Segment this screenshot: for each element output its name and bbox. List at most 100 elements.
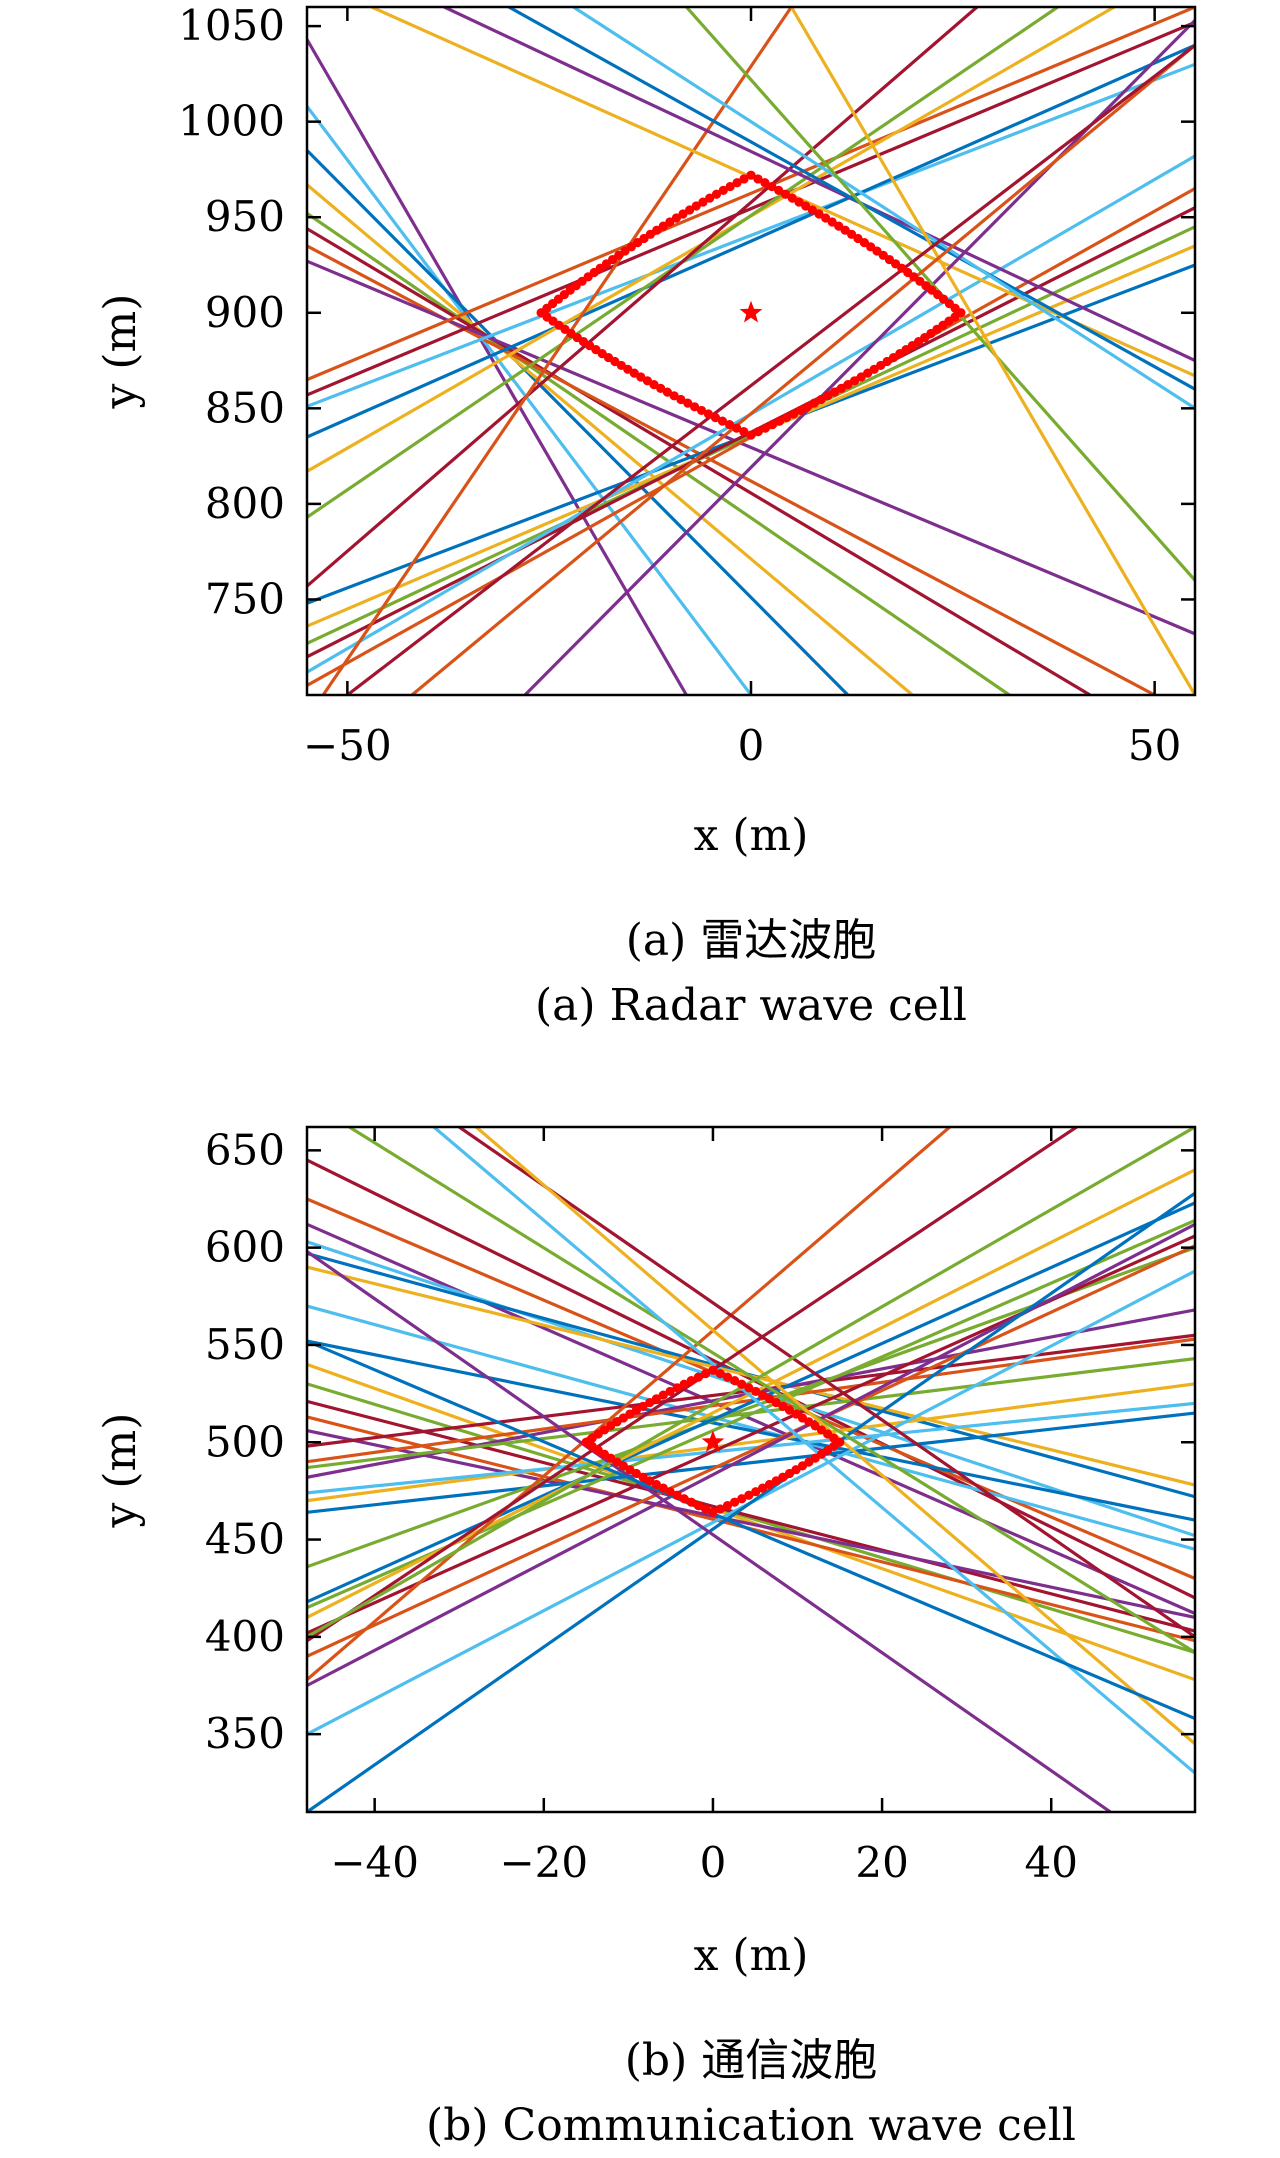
boundary-point-radar-127 (718, 185, 728, 195)
boundary-point-radar-129 (732, 178, 742, 188)
series-line-radar-10 (307, 20, 1195, 397)
boundary-point-radar-64 (760, 423, 770, 433)
series-line-communication-1 (307, 1158, 1195, 1600)
boundary-point-communication-67 (638, 1401, 648, 1411)
boundary-point-communication-2 (715, 1369, 725, 1379)
boundary-point-communication-6 (744, 1383, 754, 1393)
series-line-communication-18 (307, 1382, 1195, 1503)
series-line-communication-36 (307, 1339, 1195, 1721)
boundary-point-communication-32 (758, 1483, 768, 1493)
boundary-point-radar-53 (836, 383, 846, 393)
series-line-radar-25 (508, 7, 1195, 391)
boundary-point-radar-4 (767, 181, 777, 192)
boundary-point-communication-41 (693, 1501, 703, 1511)
boundary-point-communication-74 (686, 1376, 696, 1386)
cell-boundary-radar (536, 170, 966, 440)
series-line-radar-15 (307, 7, 979, 588)
boundary-point-communication-45 (665, 1487, 675, 1497)
series-line-radar-9 (307, 7, 1195, 382)
series-line-radar-5 (307, 212, 1011, 695)
boundary-point-radar-68 (732, 423, 742, 433)
boundary-point-communication-5 (737, 1379, 747, 1389)
boundary-point-communication-36 (730, 1497, 740, 1507)
boundary-point-radar-70 (717, 416, 728, 426)
y-tick-label-radar-2: 800 (205, 479, 285, 528)
series-line-communication-8 (307, 1339, 1195, 1522)
boundary-point-radar-60 (788, 409, 799, 419)
boundary-point-communication-7 (751, 1386, 761, 1397)
series-line-communication-32 (348, 1127, 1195, 1654)
series-line-communication-9 (307, 1362, 1195, 1682)
series-lines-radar (307, 7, 1195, 695)
boundary-point-communication-4 (730, 1376, 740, 1386)
boundary-point-radar-75 (683, 398, 693, 408)
boundary-point-radar-61 (781, 412, 792, 423)
boundary-point-radar-3 (760, 178, 770, 188)
boundary-point-communication-3 (722, 1372, 733, 1382)
boundary-point-radar-128 (725, 181, 735, 192)
y-tick-label-communication-6: 600 (205, 1223, 285, 1272)
boundary-point-communication-76 (701, 1369, 711, 1379)
boundary-point-radar-120 (671, 213, 681, 223)
series-line-radar-4 (307, 183, 914, 695)
series-line-communication-26 (307, 1244, 1195, 1658)
series-line-communication-30 (307, 1191, 1195, 1812)
y-tick-labels-radar: 750 800 850 900 950 1000 1050 (178, 1, 285, 623)
y-tick-label-radar-7: 1050 (178, 1, 285, 50)
y-tick-label-radar-6: 1000 (178, 97, 285, 146)
boundary-point-radar-2 (753, 174, 763, 184)
boundary-point-radar-7 (787, 193, 797, 203)
x-tick-label-radar-2: 0 (738, 721, 765, 770)
series-line-communication-13 (307, 1429, 1195, 1619)
boundary-point-radar-54 (830, 387, 840, 397)
boundary-point-communication-8 (758, 1390, 768, 1400)
series-lines-communication (307, 1127, 1195, 1812)
series-line-radar-31 (346, 43, 1195, 695)
series-line-communication-38 (307, 1127, 1195, 1639)
series-line-communication-33 (458, 1127, 1195, 1639)
series-line-communication-20 (307, 1401, 1195, 1495)
y-tick-label-radar-1: 750 (205, 574, 285, 623)
boundary-point-radar-121 (678, 209, 688, 219)
boundary-point-radar-67 (739, 427, 749, 437)
series-line-radar-11 (307, 62, 1195, 408)
y-axis-label-radar: y (m) (95, 294, 146, 410)
boundary-point-radar-6 (780, 189, 791, 199)
boundary-point-communication-70 (658, 1390, 668, 1400)
boundary-point-communication-71 (665, 1386, 675, 1397)
y-tick-label-radar-4: 900 (205, 288, 285, 337)
boundary-point-radar-56 (816, 394, 826, 405)
boundary-point-radar-123 (691, 201, 701, 211)
boundary-point-communication-73 (679, 1379, 689, 1389)
series-line-radar-3 (307, 149, 850, 695)
x-tick-label-radar-1: −50 (303, 721, 392, 770)
boundary-point-communication-44 (672, 1490, 682, 1500)
boundary-point-communication-46 (658, 1483, 668, 1493)
boundary-point-radar-65 (753, 427, 763, 437)
caption-en-radar: (a) Radar wave cell (535, 980, 967, 1031)
boundary-point-communication-30 (771, 1476, 781, 1486)
y-axis-label-communication: y (m) (95, 1413, 146, 1529)
boundary-point-radar-71 (710, 412, 721, 423)
y-tick-label-communication-4: 500 (205, 1417, 285, 1466)
boundary-point-radar-69 (724, 420, 735, 430)
y-tick-label-radar-5: 950 (205, 192, 285, 241)
boundary-point-radar-55 (823, 391, 833, 401)
boundary-point-communication-42 (686, 1497, 696, 1507)
x-tick-label-radar-3: 50 (1128, 721, 1181, 770)
panel-a: −50 0 50 750 800 850 900 950 1000 1050 x (m) y (… (95, 1, 1197, 1031)
boundary-point-communication-10 (771, 1397, 781, 1408)
boundary-point-radar-126 (711, 189, 722, 199)
x-axis-label-radar: x (m) (694, 810, 809, 861)
y-tick-labels-communication: 350 400 450 500 550 600 650 (205, 1125, 285, 1758)
x-axis-label-communication: x (m) (694, 1930, 809, 1981)
boundary-point-radar-62 (774, 416, 785, 426)
series-line-radar-24 (443, 7, 1195, 363)
y-tick-label-communication-5: 550 (205, 1320, 285, 1369)
series-line-communication-27 (307, 1222, 1195, 1687)
x-tick-labels-communication: −40 −20 0 20 40 (330, 1838, 1078, 1887)
plot-frame-radar (305, 5, 1197, 697)
x-tick-label-communication-3: 0 (700, 1838, 727, 1887)
